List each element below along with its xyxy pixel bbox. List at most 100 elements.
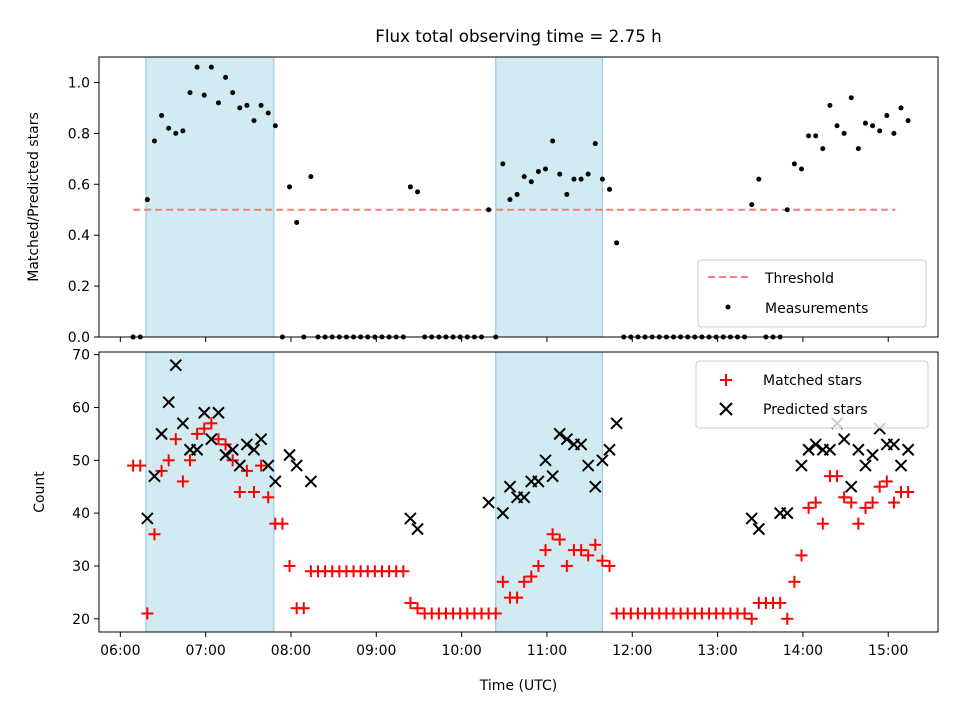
- measurement-point: [543, 166, 549, 172]
- matched-star-marker: [212, 433, 225, 446]
- matched-star-marker: [575, 544, 588, 557]
- measurement-point: [514, 191, 520, 197]
- matched-stars-points: [127, 417, 915, 625]
- measurement-point: [614, 240, 620, 246]
- x-tick-label: 10:00: [441, 643, 481, 659]
- measurement-point: [607, 186, 613, 192]
- top-y-tick-label: 0.8: [68, 126, 90, 142]
- matched-star-marker: [162, 454, 175, 467]
- measurements-legend-swatch: [725, 304, 731, 310]
- predicted-star-marker: [411, 522, 424, 536]
- matched-star-marker: [525, 570, 538, 583]
- measurement-point: [585, 171, 591, 177]
- measurement-point: [599, 176, 605, 182]
- matched-star-marker: [297, 602, 310, 615]
- predicted-star-marker: [610, 417, 623, 430]
- matched-star-marker: [880, 475, 893, 488]
- x-tick-label: 15:00: [868, 643, 908, 659]
- measurement-point: [244, 102, 250, 108]
- predicted-stars-legend-swatch: [719, 402, 733, 416]
- predicted-star-marker: [482, 496, 495, 509]
- measurement-point: [151, 138, 157, 144]
- bottom-y-tick-label: 20: [72, 612, 90, 628]
- predicted-star-marker: [190, 443, 204, 456]
- predicted-star-marker: [560, 432, 574, 446]
- threshold-legend-label: Threshold: [764, 271, 834, 287]
- matched-star-marker: [852, 517, 865, 530]
- matched-star-marker: [873, 480, 886, 493]
- matched-star-marker: [226, 454, 239, 467]
- measurement-point: [173, 130, 179, 136]
- measurement-point: [187, 90, 193, 96]
- matched-star-marker: [795, 549, 808, 562]
- predicted-star-marker: [852, 443, 865, 456]
- predicted-star-marker: [212, 406, 225, 419]
- measurement-point: [550, 138, 556, 144]
- measurement-point: [166, 125, 172, 131]
- matched-star-marker: [589, 538, 602, 551]
- predicted-star-marker: [176, 417, 190, 430]
- predicted-star-marker: [596, 454, 609, 467]
- predicted-star-marker: [603, 443, 616, 456]
- predicted-star-marker: [155, 427, 168, 441]
- top-shaded-intervals: [145, 56, 603, 338]
- predicted-star-marker: [866, 448, 879, 462]
- matched-star-marker: [176, 475, 189, 488]
- predicted-star-marker: [581, 459, 595, 472]
- measurement-point: [159, 113, 165, 119]
- matched-star-marker: [155, 464, 168, 477]
- top-legend-box: [697, 259, 927, 328]
- top-y-tick-label: 0.0: [68, 330, 90, 346]
- predicted-star-marker: [781, 506, 794, 520]
- measurement-point: [592, 141, 598, 147]
- predicted-star-marker: [823, 443, 837, 456]
- top-y-axis-label: Matched/Predicted stars: [26, 112, 42, 282]
- matched-stars-legend-swatch: [720, 374, 732, 386]
- predicted-star-marker: [247, 443, 261, 456]
- measurement-point: [535, 169, 541, 175]
- measurement-point: [265, 110, 271, 116]
- matched-star-marker: [276, 517, 289, 530]
- predicted-star-marker: [148, 469, 161, 483]
- predicted-star-marker: [802, 443, 815, 456]
- predicted-star-marker: [574, 438, 588, 451]
- matched-star-marker: [553, 533, 566, 546]
- matched-star-marker: [141, 607, 154, 620]
- matched-star-marker: [788, 575, 801, 588]
- x-tick-label: 08:00: [271, 643, 311, 659]
- matched-stars-legend-label: Matched stars: [763, 373, 862, 389]
- measurement-point: [848, 95, 854, 101]
- bottom-y-axis-label: Count: [32, 471, 48, 513]
- x-axis-label: Time (UTC): [479, 678, 557, 694]
- bottom-y-tick-label: 40: [72, 506, 90, 522]
- measurement-point: [258, 102, 264, 108]
- predicted-star-marker: [269, 475, 282, 488]
- measurement-point: [784, 207, 790, 213]
- matched-star-marker: [191, 427, 204, 440]
- predicted-star-marker: [795, 459, 808, 472]
- matched-star-marker: [205, 417, 218, 430]
- matched-star-marker: [219, 438, 232, 451]
- top-plot-frame: [98, 56, 939, 338]
- bottom-y-tick-label: 30: [72, 559, 90, 575]
- matched-star-marker: [831, 470, 844, 483]
- top-x-axis-ticks: [119, 337, 889, 342]
- matched-star-marker: [809, 496, 822, 509]
- predicted-star-marker: [546, 469, 559, 483]
- measurement-point: [798, 166, 804, 172]
- measurement-point: [891, 130, 897, 136]
- matched-star-marker: [134, 459, 147, 472]
- predicted-star-marker: [162, 395, 175, 409]
- top-y-tick-label: 0.4: [68, 228, 90, 244]
- predicted-star-marker: [198, 406, 211, 419]
- measurement-point: [251, 118, 257, 124]
- predicted-star-marker: [254, 432, 268, 446]
- x-tick-label: 07:00: [185, 643, 225, 659]
- measurement-point: [308, 174, 314, 180]
- measurement-point: [841, 130, 847, 136]
- top-data-points: [130, 64, 911, 340]
- measurement-point: [215, 100, 221, 106]
- matched-star-marker: [539, 544, 552, 557]
- predicted-star-marker: [589, 480, 602, 493]
